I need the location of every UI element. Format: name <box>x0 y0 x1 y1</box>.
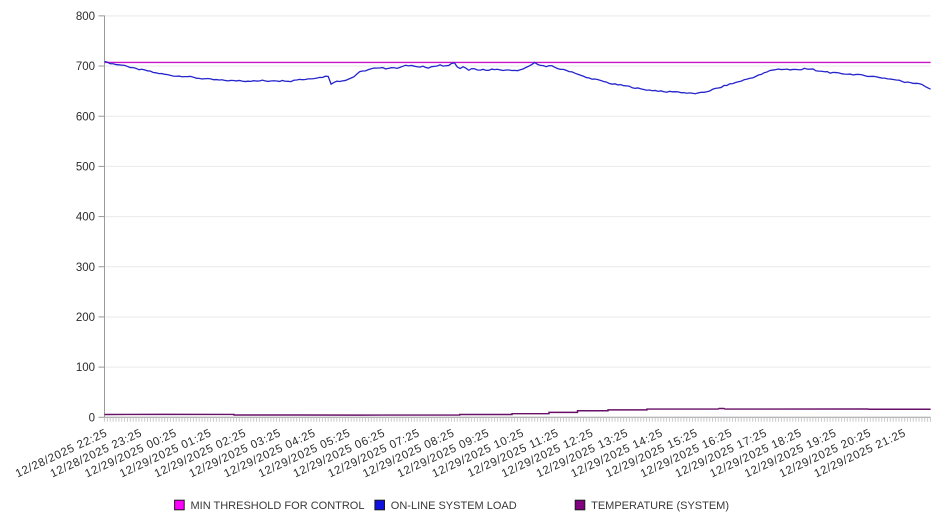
svg-text:MIN THRESHOLD FOR CONTROL: MIN THRESHOLD FOR CONTROL <box>191 500 365 512</box>
svg-text:800: 800 <box>76 11 95 23</box>
svg-text:ON-LINE SYSTEM LOAD: ON-LINE SYSTEM LOAD <box>391 500 517 512</box>
svg-text:300: 300 <box>76 262 95 274</box>
svg-text:400: 400 <box>76 212 95 224</box>
svg-text:TEMPERATURE (SYSTEM): TEMPERATURE (SYSTEM) <box>591 500 729 512</box>
svg-text:700: 700 <box>76 61 95 73</box>
svg-text:600: 600 <box>76 111 95 123</box>
svg-text:100: 100 <box>76 362 95 374</box>
svg-text:500: 500 <box>76 162 95 174</box>
svg-text:0: 0 <box>89 412 95 424</box>
svg-text:200: 200 <box>76 312 95 324</box>
